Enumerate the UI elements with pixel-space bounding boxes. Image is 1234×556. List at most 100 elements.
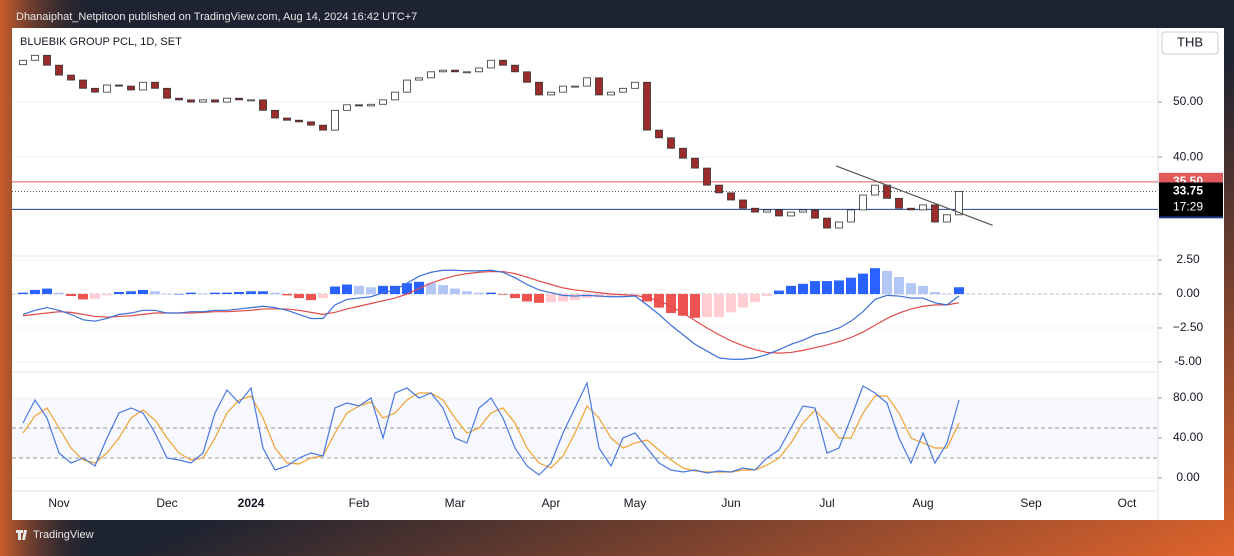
histogram-bar	[90, 294, 100, 299]
candle	[379, 99, 387, 105]
x-tick-label: Aug	[912, 496, 933, 510]
candle	[127, 85, 135, 91]
currency-box[interactable]	[1161, 31, 1219, 55]
histogram-bar	[378, 285, 388, 295]
candle	[487, 59, 495, 69]
histogram-bar	[666, 294, 676, 314]
histogram-bar	[930, 291, 940, 295]
histogram-bar	[150, 291, 160, 295]
candle	[679, 147, 687, 159]
histogram-bar	[66, 294, 76, 297]
currency: THB	[1177, 34, 1203, 49]
header: Dhanaiphat_Netpitoon published on Tradin…	[16, 11, 417, 23]
histogram-bar	[138, 289, 148, 295]
histogram-bar	[126, 291, 136, 295]
histogram-bar	[246, 291, 256, 295]
histogram-bar	[846, 277, 856, 295]
histogram-bar	[18, 292, 28, 295]
indicator-line	[22, 269, 960, 360]
histogram-bar	[606, 294, 616, 297]
candle	[955, 191, 963, 216]
histogram-bar	[762, 294, 772, 297]
y-tick-label: 0.00	[1176, 286, 1200, 300]
candle	[55, 64, 63, 76]
y-tick-label: 40.00	[1173, 149, 1203, 163]
last-price-badge	[1159, 182, 1223, 217]
candle	[43, 54, 51, 66]
histogram-bar	[834, 280, 844, 295]
histogram-bar	[342, 284, 352, 295]
candle	[931, 204, 939, 223]
candle	[547, 91, 555, 96]
candle	[811, 209, 819, 219]
candle	[235, 97, 243, 101]
histogram-bar	[294, 294, 304, 299]
candle	[559, 85, 567, 93]
candle	[607, 91, 615, 96]
candle	[871, 184, 879, 196]
candle	[67, 74, 75, 81]
x-tick-label: Oct	[1118, 496, 1137, 510]
histogram-bar	[198, 293, 208, 295]
histogram-bar	[354, 285, 364, 295]
candle	[643, 81, 651, 131]
histogram-bar	[414, 281, 424, 295]
histogram-bar	[78, 294, 88, 300]
candle	[103, 84, 111, 93]
candle	[367, 103, 375, 107]
x-tick-label: Jun	[721, 496, 740, 510]
histogram-bar	[498, 294, 508, 295]
histogram-bar	[102, 294, 112, 296]
histogram-bar	[906, 283, 916, 295]
candle	[151, 81, 159, 89]
candle	[451, 69, 459, 73]
histogram-bar	[822, 281, 832, 295]
histogram-bar	[234, 291, 244, 295]
histogram-bar	[582, 294, 592, 299]
histogram-bar	[702, 294, 712, 318]
histogram-bar	[714, 294, 724, 318]
y-tick-label: 50.00	[1173, 94, 1203, 108]
last-price-label: 33.75	[1173, 184, 1203, 198]
candle	[295, 119, 303, 123]
candle	[475, 67, 483, 73]
y-tick-label: 2.50	[1176, 252, 1200, 266]
candle	[307, 121, 315, 126]
candle	[319, 124, 327, 131]
candle	[655, 129, 663, 139]
histogram-bar	[222, 292, 232, 295]
candle	[403, 79, 411, 93]
histogram-bar	[210, 292, 220, 295]
candle	[259, 99, 267, 111]
histogram-bar	[510, 294, 520, 299]
histogram-bar	[402, 283, 412, 295]
histogram-bar	[486, 292, 496, 295]
histogram-bar	[690, 294, 700, 318]
x-tick-label: Jul	[819, 496, 834, 510]
x-tick-label: Apr	[542, 496, 561, 510]
candle	[499, 59, 507, 66]
histogram-bar	[318, 294, 328, 299]
histogram-bar	[522, 294, 532, 302]
candle	[283, 117, 291, 121]
candle	[79, 79, 87, 89]
x-tick-label: Feb	[349, 496, 370, 510]
histogram-bar	[54, 292, 64, 295]
candle	[271, 109, 279, 119]
candle	[835, 221, 843, 229]
symbol-legend: BLUEBIK GROUP PCL, 1D, SET	[20, 36, 182, 48]
candle	[91, 87, 99, 93]
candle	[439, 69, 447, 73]
x-tick-label: Nov	[48, 496, 69, 510]
candle	[799, 209, 807, 213]
indicator-line	[22, 381, 960, 476]
candle	[115, 84, 123, 87]
x-tick-label: Sep	[1020, 496, 1042, 510]
candle	[727, 192, 735, 201]
candle	[943, 214, 951, 223]
candle	[391, 91, 399, 101]
histogram-bar	[570, 294, 580, 301]
histogram-bar	[462, 291, 472, 295]
candle	[595, 77, 603, 96]
candle	[331, 109, 339, 131]
